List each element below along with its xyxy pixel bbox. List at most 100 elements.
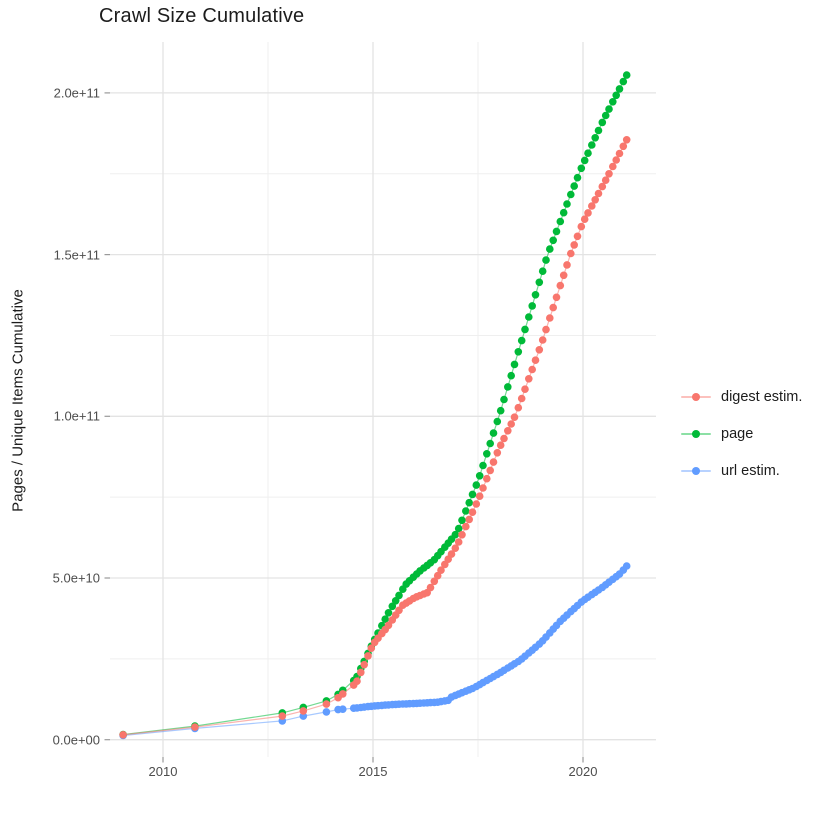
data-point <box>447 550 456 558</box>
series-line-url-estim- <box>123 565 628 737</box>
data-point <box>510 413 519 422</box>
data-point <box>486 466 495 475</box>
data-point <box>605 170 613 178</box>
data-point <box>531 291 540 299</box>
data-point <box>559 208 568 217</box>
data-point <box>472 481 481 489</box>
data-point <box>591 134 599 142</box>
data-point <box>570 241 578 249</box>
data-point <box>458 531 466 539</box>
data-point <box>567 249 575 258</box>
data-point <box>507 420 515 428</box>
data-point <box>454 524 463 533</box>
data-point <box>510 360 519 369</box>
x-tick-label: 2020 <box>568 764 598 779</box>
data-point <box>598 182 607 191</box>
chart-title: Crawl Size Cumulative <box>99 5 305 27</box>
data-point <box>381 615 390 623</box>
data-point <box>521 385 529 394</box>
data-point <box>322 700 331 708</box>
data-point <box>605 105 613 113</box>
data-point <box>384 621 393 630</box>
data-point <box>468 490 477 499</box>
data-point <box>573 232 582 241</box>
data-point <box>437 566 445 574</box>
data-point <box>483 474 491 483</box>
data-point <box>384 609 393 617</box>
data-point <box>479 461 487 470</box>
data-point <box>528 365 536 374</box>
data-point <box>531 356 540 365</box>
data-point <box>479 484 487 492</box>
data-point <box>622 136 631 144</box>
y-axis-title: Pages / Unique Items Cumulative <box>9 289 27 512</box>
data-point <box>591 196 599 204</box>
data-point <box>465 515 474 524</box>
data-point <box>475 472 484 480</box>
legend-item-page: page <box>681 415 802 452</box>
data-point <box>486 439 495 448</box>
data-point <box>542 325 550 334</box>
data-point <box>601 111 610 120</box>
data-point <box>191 723 199 731</box>
data-point <box>538 336 547 344</box>
data-point <box>299 712 308 720</box>
data-point <box>612 91 620 100</box>
legend-item-label: page <box>721 425 754 442</box>
x-tick-label: 2010 <box>148 764 178 779</box>
data-point <box>483 450 491 458</box>
data-point <box>622 562 631 570</box>
data-point <box>426 583 435 592</box>
legend-point-icon <box>681 426 711 442</box>
y-tick-label: 5.0e+10 <box>52 570 100 586</box>
data-point <box>525 375 533 383</box>
data-point <box>584 149 592 157</box>
legend-point-icon <box>681 389 711 405</box>
data-point <box>535 278 544 287</box>
data-point <box>598 118 607 127</box>
data-point <box>552 227 561 236</box>
data-point <box>588 141 596 149</box>
data-point <box>514 348 523 356</box>
data-point <box>517 336 526 345</box>
data-point <box>549 303 557 312</box>
data-point <box>458 516 466 525</box>
data-point <box>430 577 439 586</box>
data-point <box>588 202 596 210</box>
data-point <box>299 707 308 715</box>
data-point <box>542 256 550 264</box>
data-point <box>504 383 512 391</box>
data-point <box>528 302 536 310</box>
data-point <box>367 644 376 652</box>
legend-point-icon <box>681 463 711 479</box>
data-point <box>500 434 508 443</box>
legend-item-digest: digest estim. <box>681 378 802 415</box>
data-point <box>594 189 603 198</box>
data-point <box>514 403 523 412</box>
y-tick-label: 1.5e+11 <box>53 247 100 263</box>
data-point <box>454 538 463 546</box>
data-point <box>580 156 589 165</box>
data-point <box>570 182 578 190</box>
data-point <box>563 200 571 208</box>
data-point <box>496 406 505 415</box>
data-point <box>395 591 403 600</box>
data-point <box>563 261 571 269</box>
data-point <box>556 281 565 290</box>
data-point <box>552 293 561 302</box>
data-point <box>517 394 526 403</box>
data-point <box>493 417 502 426</box>
y-tick-label: 2.0e+11 <box>53 85 100 101</box>
data-point <box>489 429 498 437</box>
data-point <box>462 522 470 531</box>
data-point <box>619 77 628 86</box>
data-point <box>339 705 347 713</box>
data-point <box>612 156 620 164</box>
data-point <box>504 427 512 435</box>
data-point <box>451 544 460 552</box>
data-point <box>622 71 631 79</box>
data-point <box>500 395 508 404</box>
y-tick-label: 0.0e+00 <box>52 732 100 748</box>
